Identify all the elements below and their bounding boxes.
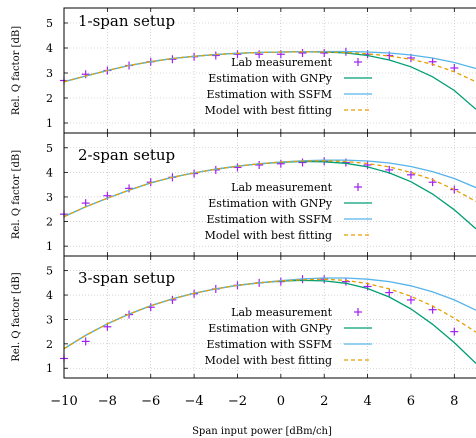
data-point-marker <box>125 184 134 193</box>
x-tick-label: −10 <box>50 394 77 409</box>
x-tick-label: 0 <box>277 394 285 409</box>
y-tick-label: 4 <box>46 289 53 302</box>
data-point-marker <box>211 51 220 60</box>
y-tick-label: 3 <box>46 191 53 204</box>
legend-label: Estimation with SSFM <box>207 338 332 351</box>
data-point-marker <box>428 305 437 314</box>
x-tick-label: −4 <box>185 394 204 409</box>
data-point-marker <box>233 163 242 172</box>
legend-marker <box>354 58 362 66</box>
x-tick-label: 6 <box>407 394 415 409</box>
legend-label: Model with best fitting <box>205 104 332 117</box>
y-tick-label: 2 <box>46 92 53 105</box>
data-point-marker <box>385 288 394 297</box>
panel-1span: 1-span setup 1 2 3 4 5 Rel. Q factor [dB] Lab … <box>11 7 476 134</box>
x-tick-label: 8 <box>450 394 458 409</box>
y-tick-label: 4 <box>46 166 53 179</box>
x-tick-label: −8 <box>98 394 117 409</box>
data-point-marker <box>298 49 307 57</box>
legend-label: Lab measurement <box>231 306 332 319</box>
series-line <box>63 160 476 218</box>
y-axis-label: Rel. Q factor [dB] <box>11 272 22 361</box>
series-line <box>63 51 476 83</box>
y-tick-label: 3 <box>46 313 53 326</box>
panel-2span: 2-span setup 1 2 3 4 5 Rel. Q factor [dB] Lab … <box>11 132 476 257</box>
legend-label: Lab measurement <box>231 181 332 194</box>
data-point-marker <box>81 70 90 79</box>
y-tick-label: 1 <box>46 117 53 130</box>
y-axis-label: Rel. Q factor [dB] <box>11 150 22 239</box>
y-tick-label: 4 <box>46 42 53 55</box>
x-tick-label: −2 <box>228 394 247 409</box>
panel-3span: 3-span setup 1 2 3 4 5 −10 −8 −6 −4 −2 0 2 4 6 8 Rel. Q… <box>11 255 476 409</box>
data-point-marker <box>255 160 264 169</box>
legend-marker <box>354 183 362 191</box>
data-point-marker <box>81 199 90 208</box>
legend-label: Estimation with SSFM <box>207 213 332 226</box>
data-point-marker <box>276 159 285 168</box>
y-tick-label: 2 <box>46 338 53 351</box>
data-point-marker <box>255 50 264 59</box>
y-tick-label: 1 <box>46 240 53 253</box>
data-point-marker <box>320 49 329 57</box>
legend-label: Lab measurement <box>231 56 332 69</box>
data-point-marker <box>298 158 307 167</box>
y-tick-label: 3 <box>46 67 53 80</box>
series-line <box>63 159 476 218</box>
y-tick-label: 2 <box>46 216 53 229</box>
legend-label: Estimation with SSFM <box>207 88 332 101</box>
data-point-marker <box>406 170 415 179</box>
data-point-marker <box>233 50 242 59</box>
y-axis-label: Rel. Q factor [dB] <box>11 26 22 115</box>
data-point-marker <box>406 295 415 304</box>
data-point-marker <box>81 337 90 346</box>
y-tick-label: 5 <box>46 265 53 278</box>
legend-label: Estimation with GNPy <box>208 72 332 85</box>
plot-frame <box>63 255 476 379</box>
data-point-marker <box>450 327 459 336</box>
legend-label: Estimation with GNPy <box>208 322 332 335</box>
x-axis-label: Span input power [dBm/ch] <box>192 426 332 437</box>
legend-label: Estimation with GNPy <box>208 197 332 210</box>
x-tick-label: −6 <box>141 394 160 409</box>
panel-title: 1-span setup <box>78 12 175 30</box>
data-point-marker <box>450 64 459 72</box>
data-point-marker <box>363 160 372 169</box>
legend-marker <box>354 308 362 316</box>
legend-label: Model with best fitting <box>205 354 332 367</box>
panel-title: 3-span setup <box>78 269 175 287</box>
legend-label: Model with best fitting <box>205 229 332 242</box>
x-tick-label: 4 <box>363 394 371 409</box>
data-point-marker <box>341 277 350 286</box>
y-tick-label: 5 <box>46 17 53 30</box>
y-tick-label: 1 <box>46 362 53 375</box>
series-line <box>63 278 476 350</box>
x-tick-label: 2 <box>320 394 328 409</box>
y-tick-label: 5 <box>46 142 53 155</box>
panel-title: 2-span setup <box>78 146 175 164</box>
